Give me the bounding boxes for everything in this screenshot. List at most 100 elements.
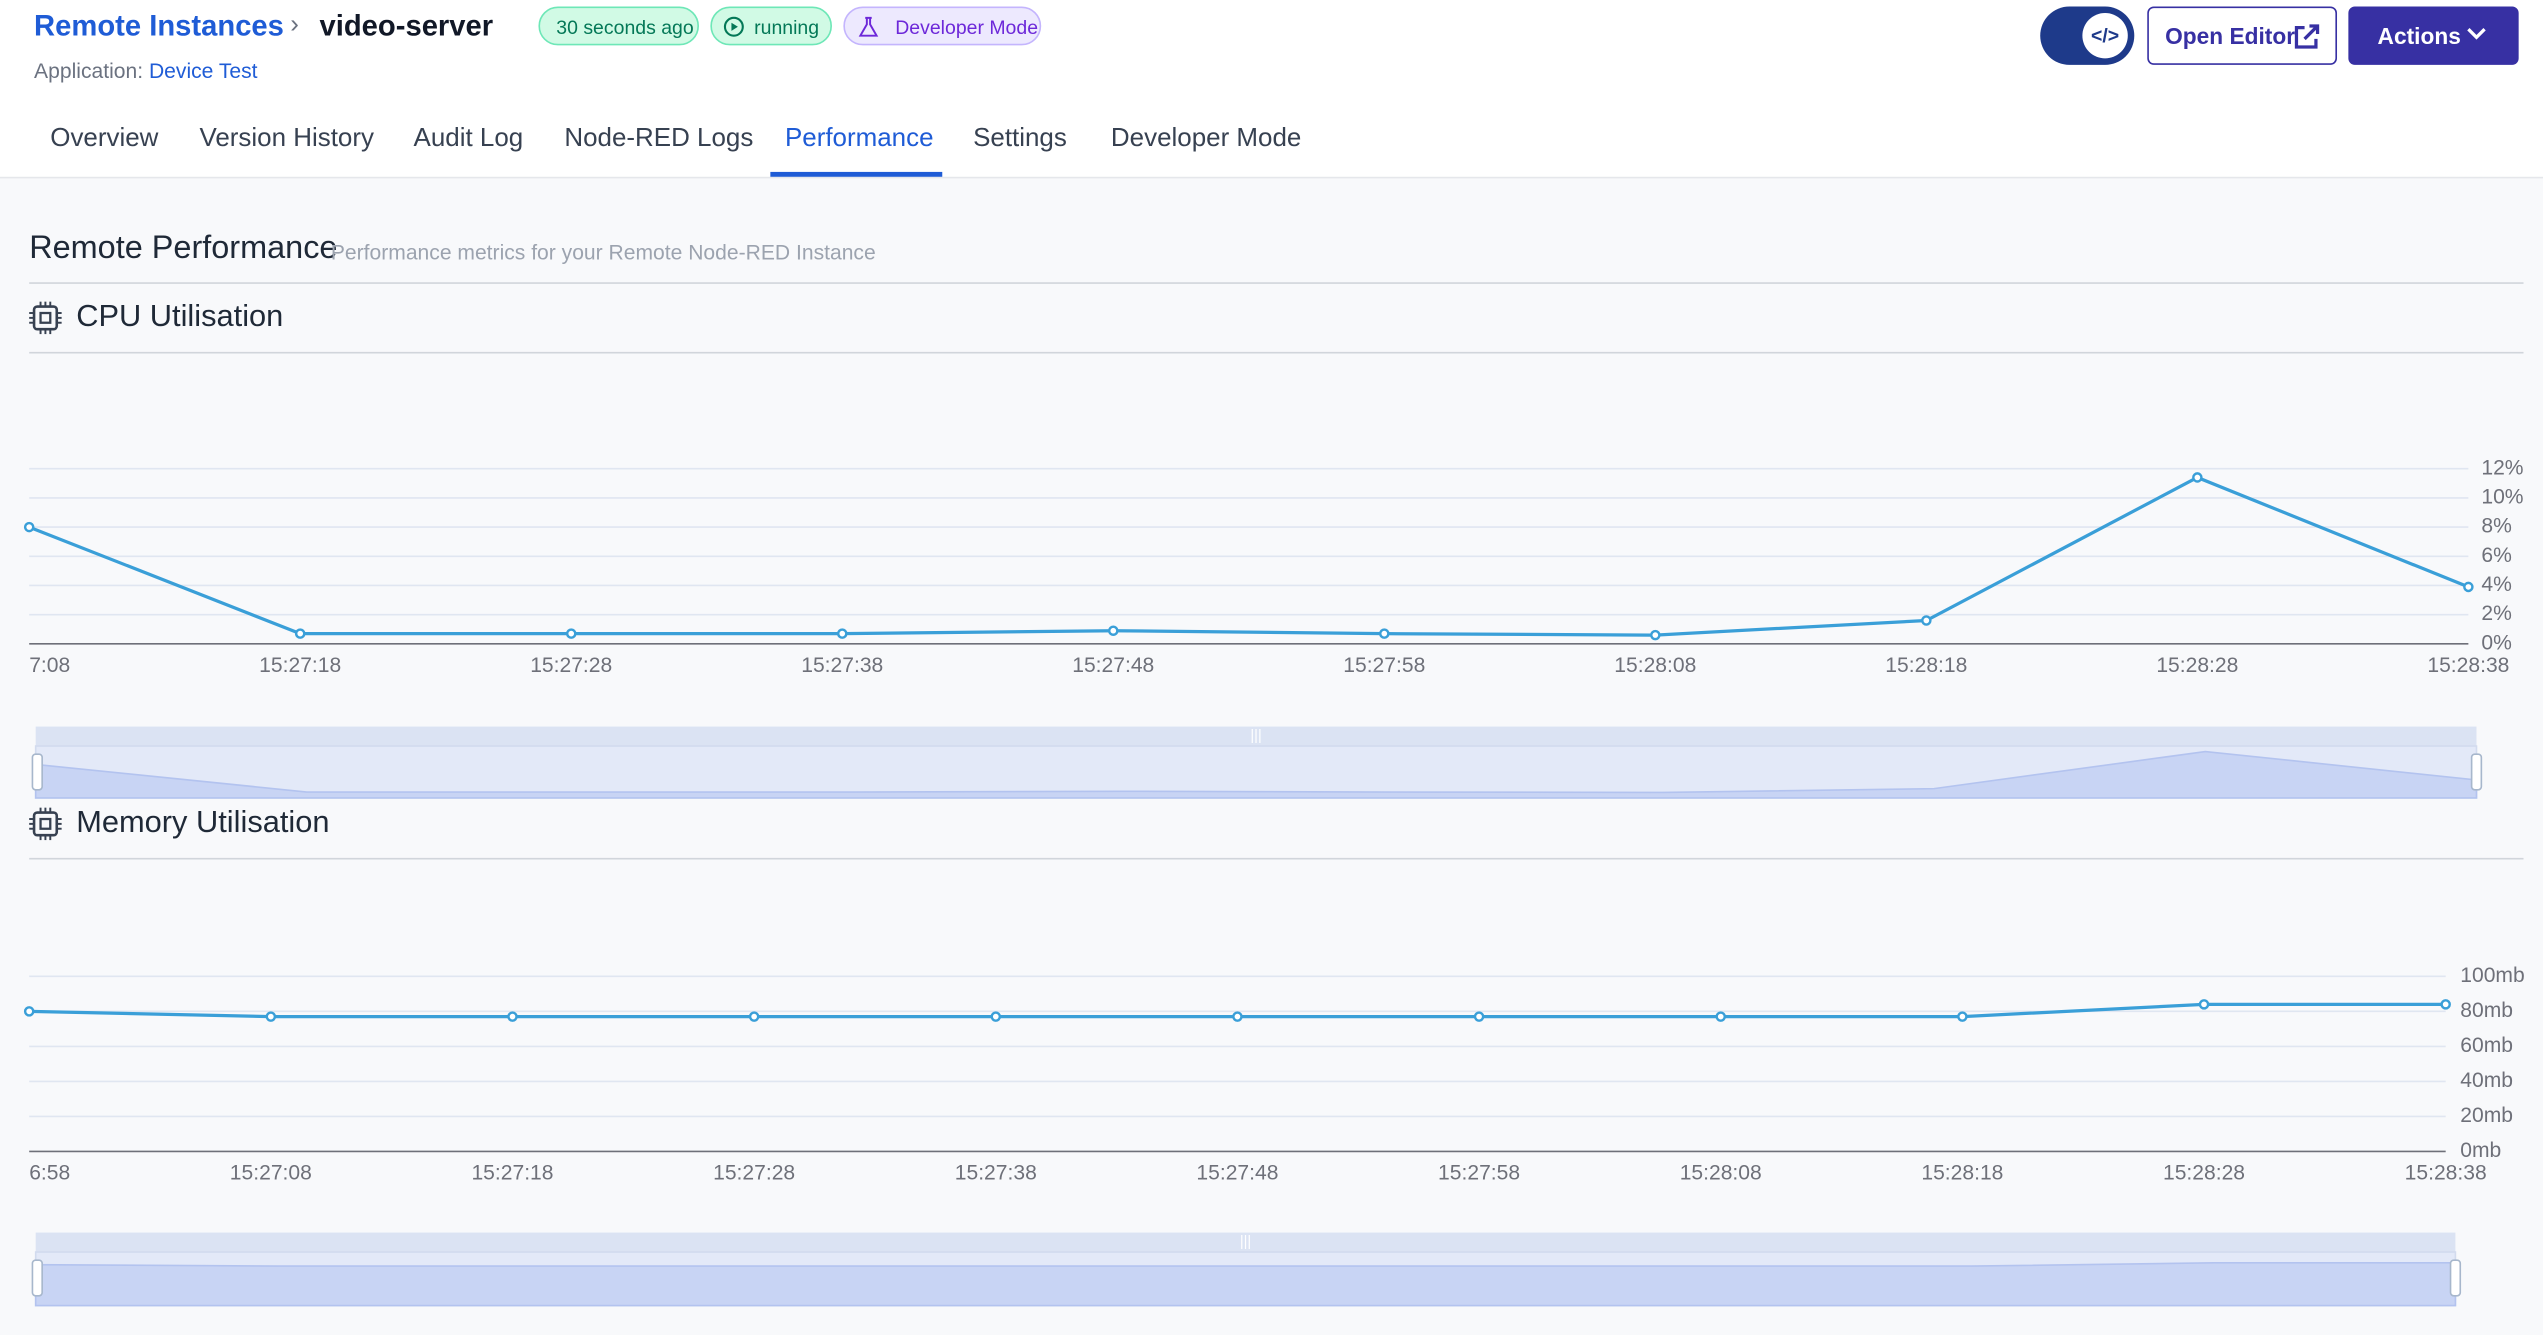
data-point bbox=[2192, 472, 2203, 483]
data-point bbox=[1957, 1011, 1968, 1022]
x-tick-label: 15:27:58 bbox=[1343, 654, 1425, 677]
zoom-handle bbox=[31, 1259, 43, 1297]
y-tick-label: 0mb bbox=[2460, 1139, 2501, 1162]
badge-text: Developer Mode bbox=[895, 16, 1039, 39]
badge-text: running bbox=[754, 16, 820, 39]
badge: Developer Mode bbox=[843, 6, 1042, 46]
data-point bbox=[565, 628, 577, 639]
chart-title: CPU Utilisation bbox=[76, 298, 283, 333]
breadcrumb-link[interactable]: Remote Instances bbox=[34, 9, 284, 43]
x-tick-label: 15:28:28 bbox=[2163, 1162, 2245, 1185]
y-tick-label: 10% bbox=[2481, 485, 2523, 508]
data-point bbox=[1473, 1011, 1485, 1022]
data-point bbox=[836, 628, 848, 639]
y-tick-label: 4% bbox=[2481, 573, 2511, 596]
chip-icon-core bbox=[39, 311, 52, 324]
zoom-area bbox=[34, 750, 2478, 799]
data-point bbox=[1232, 1011, 1243, 1022]
button-text: Actions bbox=[2377, 22, 2461, 49]
tab[interactable]: Settings bbox=[973, 124, 1067, 153]
y-tick-label: 0% bbox=[2481, 631, 2511, 654]
section-title: Remote Performance bbox=[29, 230, 338, 266]
zoom-handle bbox=[31, 753, 43, 791]
tab[interactable]: Audit Log bbox=[413, 124, 524, 153]
chip-icon bbox=[32, 811, 59, 837]
data-point bbox=[1715, 1011, 1727, 1022]
y-tick-label: 2% bbox=[2481, 602, 2511, 625]
actions-button[interactable]: Actions bbox=[2348, 6, 2519, 65]
x-tick-label: 15:28:08 bbox=[1680, 1162, 1762, 1185]
x-tick-label: 15:28:08 bbox=[1614, 654, 1696, 677]
data-point bbox=[265, 1011, 277, 1022]
data-point bbox=[23, 521, 35, 533]
zoom-grip: ||| bbox=[1250, 728, 1261, 744]
application-label: Application: bbox=[34, 58, 144, 83]
x-tick-label: 15:27:48 bbox=[1196, 1162, 1278, 1185]
toggle-knob: </> bbox=[2082, 12, 2128, 59]
y-tick-label: 20mb bbox=[2460, 1104, 2513, 1127]
application: Application: Device Test bbox=[34, 58, 258, 82]
zoom-handle bbox=[2470, 753, 2483, 791]
data-point bbox=[294, 628, 306, 639]
section-subtitle: Performance metrics for your Remote Node… bbox=[330, 240, 876, 265]
x-tick-label: 15:27:48 bbox=[1072, 654, 1154, 677]
tab[interactable]: Node-RED Logs bbox=[564, 124, 754, 153]
y-tick-label: 6% bbox=[2481, 544, 2511, 567]
data-point bbox=[2440, 999, 2451, 1010]
x-tick-label: 15:27:58 bbox=[1438, 1162, 1520, 1185]
data-point bbox=[2463, 581, 2474, 593]
instance-title: video-server bbox=[319, 9, 494, 43]
zoom-area bbox=[34, 1261, 2457, 1307]
button-text: Open Editor bbox=[2165, 22, 2296, 49]
x-tick-label: 15:27:28 bbox=[530, 654, 612, 677]
x-tick-label: 15:27:38 bbox=[955, 1162, 1037, 1185]
active-tab-underline bbox=[770, 171, 943, 177]
x-tick-label: 6:58 bbox=[29, 1162, 70, 1185]
chip-icon-core bbox=[39, 817, 52, 830]
tab[interactable]: Overview bbox=[50, 124, 159, 153]
data-point bbox=[1921, 615, 1932, 626]
open-editor-button[interactable]: Open Editor bbox=[2147, 6, 2338, 65]
x-tick-label: 15:28:38 bbox=[2405, 1162, 2487, 1185]
y-tick-label: 100mb bbox=[2460, 964, 2524, 987]
x-tick-label: 15:28:28 bbox=[2156, 654, 2238, 677]
external-icon bbox=[2294, 24, 2320, 49]
data-point bbox=[1108, 625, 1119, 636]
data-point bbox=[2198, 999, 2210, 1010]
badge: 30 seconds ago bbox=[538, 6, 699, 46]
flask-icon bbox=[858, 16, 879, 37]
x-tick-label: 7:08 bbox=[29, 654, 70, 677]
zoom-grip: ||| bbox=[1240, 1234, 1251, 1250]
chevron-down bbox=[2467, 28, 2486, 40]
x-tick-label: 15:28:18 bbox=[1885, 654, 1967, 677]
badge: running bbox=[710, 6, 832, 46]
data-point bbox=[990, 1011, 1002, 1022]
y-tick-label: 12% bbox=[2481, 456, 2523, 479]
chip-icon bbox=[32, 305, 59, 331]
application-link[interactable]: Device Test bbox=[148, 58, 258, 83]
y-tick-label: 8% bbox=[2481, 515, 2511, 538]
data-point bbox=[1650, 629, 1661, 641]
tab[interactable]: Developer Mode bbox=[1110, 124, 1302, 153]
x-tick-label: 15:28:18 bbox=[1921, 1162, 2003, 1185]
data-point bbox=[23, 1006, 35, 1017]
tab[interactable]: Performance bbox=[784, 124, 934, 153]
x-tick-label: 15:27:28 bbox=[713, 1162, 795, 1185]
data-point bbox=[748, 1011, 760, 1022]
chart-title: Memory Utilisation bbox=[76, 804, 329, 839]
data-point bbox=[507, 1011, 518, 1022]
play-icon bbox=[723, 16, 744, 37]
x-tick-label: 15:27:18 bbox=[259, 654, 341, 677]
x-tick-label: 15:27:38 bbox=[801, 654, 883, 677]
x-tick-label: 15:27:18 bbox=[471, 1162, 553, 1185]
tab[interactable]: Version History bbox=[199, 124, 374, 153]
y-tick-label: 60mb bbox=[2460, 1034, 2513, 1057]
y-tick-label: 40mb bbox=[2460, 1069, 2513, 1092]
dev-toggle[interactable]: </> bbox=[2040, 6, 2135, 65]
zoom-handle-bar bbox=[35, 1232, 2456, 1253]
x-tick-label: 15:27:08 bbox=[230, 1162, 312, 1185]
data-line bbox=[28, 475, 2469, 637]
